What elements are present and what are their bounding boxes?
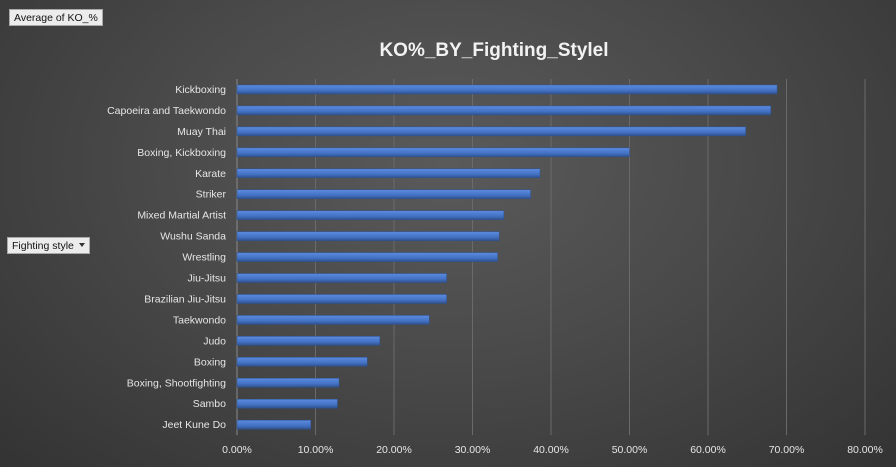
- category-label: Striker: [196, 189, 227, 201]
- category-label: Boxing, Shootfighting: [127, 377, 226, 389]
- category-label: Jeet Kune Do: [162, 419, 226, 431]
- category-label: Sambo: [193, 398, 226, 410]
- chevron-down-icon: [78, 243, 85, 247]
- x-tick-label: 80.00%: [847, 444, 883, 456]
- category-label: Wrestling: [182, 252, 226, 264]
- category-label: Mixed Martial Artist: [137, 210, 226, 222]
- bar: [236, 189, 531, 199]
- bar: [236, 252, 498, 262]
- bar: [236, 378, 340, 388]
- bar: [236, 357, 368, 367]
- category-label: Wushu Sanda: [160, 231, 226, 243]
- value-field-button[interactable]: Average of KO_%: [9, 9, 103, 26]
- chart-title: KO%_BY_Fighting_Stylel: [379, 40, 608, 61]
- category-label: Judo: [203, 335, 226, 347]
- category-label: Jiu-Jitsu: [187, 273, 226, 285]
- bar: [236, 231, 500, 241]
- x-tick-label: 20.00%: [376, 444, 412, 456]
- bar: [236, 147, 630, 158]
- bar: [236, 105, 772, 116]
- category-label: Karate: [195, 168, 226, 180]
- bar: [236, 398, 338, 409]
- category-label: Taekwondo: [173, 314, 226, 326]
- bar: [236, 84, 778, 95]
- bar: [236, 294, 447, 304]
- x-tick-label: 0.00%: [222, 444, 252, 456]
- bar: [236, 273, 447, 283]
- x-tick-label: 50.00%: [612, 444, 648, 456]
- row-field-dropdown[interactable]: Fighting style: [7, 237, 90, 254]
- bar: [236, 210, 505, 220]
- bar: [236, 315, 430, 325]
- bar: [236, 126, 746, 137]
- row-field-label: Fighting style: [12, 240, 74, 252]
- x-tick-label: 10.00%: [298, 444, 334, 456]
- bar: [236, 336, 381, 346]
- x-tick-labels: 0.00% 10.00% 20.00% 30.00% 40.00% 50.00% 60.00…: [222, 444, 883, 456]
- category-label: Boxing, Kickboxing: [137, 147, 226, 159]
- bar: [236, 168, 541, 179]
- x-tick-label: 70.00%: [769, 444, 805, 456]
- x-tick-label: 60.00%: [690, 444, 726, 456]
- bars: [236, 84, 778, 430]
- x-tick-label: 30.00%: [455, 444, 491, 456]
- category-label: Muay Thai: [177, 126, 226, 138]
- category-label: Brazilian Jiu-Jitsu: [144, 293, 226, 305]
- category-label: Boxing: [194, 356, 226, 368]
- category-label: Kickboxing: [175, 84, 226, 96]
- category-labels: Kickboxing Capoeira and Taekwondo Muay Tha…: [107, 84, 226, 431]
- x-tick-label: 40.00%: [533, 444, 569, 456]
- bar: [236, 419, 312, 430]
- category-label: Capoeira and Taekwondo: [107, 105, 226, 117]
